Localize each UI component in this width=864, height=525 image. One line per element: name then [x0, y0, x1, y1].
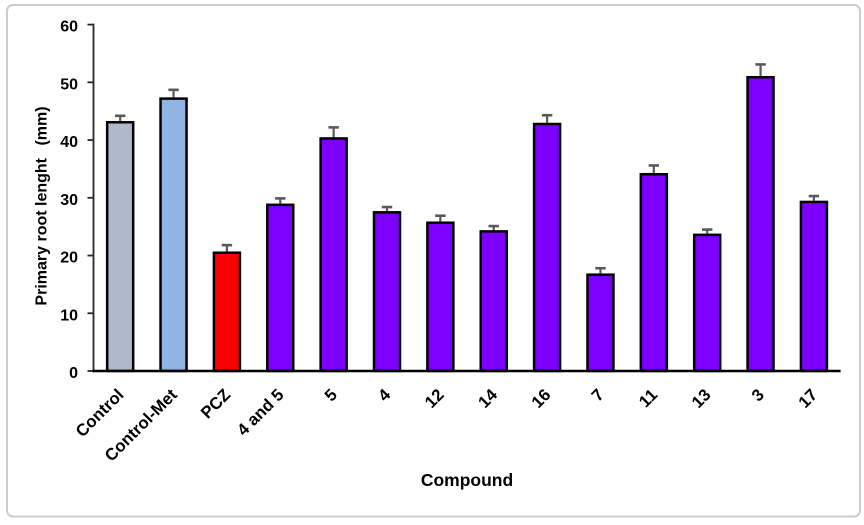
svg-text:30: 30	[60, 192, 78, 209]
svg-text:10: 10	[60, 307, 78, 324]
svg-text:50: 50	[60, 76, 78, 93]
svg-text:Primary root lenght (mm): Primary root lenght (mm)	[34, 106, 51, 305]
svg-text:60: 60	[60, 19, 78, 36]
svg-text:20: 20	[60, 250, 78, 267]
svg-text:0: 0	[69, 365, 78, 382]
svg-text:40: 40	[60, 134, 78, 151]
svg-text:Compound: Compound	[421, 470, 513, 490]
